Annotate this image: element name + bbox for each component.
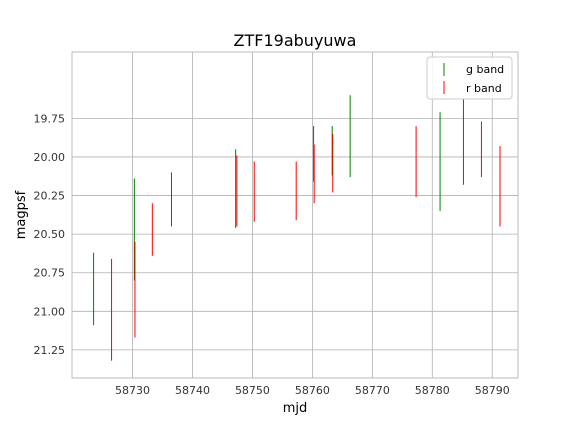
y-tick-label: 20.00 bbox=[34, 151, 66, 164]
legend-label-g-band: g band bbox=[466, 63, 504, 76]
x-tick-label: 58730 bbox=[115, 384, 150, 397]
legend-box bbox=[426, 56, 513, 100]
plot-area-frame bbox=[71, 51, 519, 379]
x-tick-label: 58790 bbox=[475, 384, 510, 397]
y-axis-label: magpsf bbox=[14, 190, 29, 239]
x-tick-label: 58740 bbox=[175, 384, 210, 397]
y-tick-label: 20.50 bbox=[34, 228, 66, 241]
x-tick-label: 58750 bbox=[235, 384, 270, 397]
y-tick-label: 21.25 bbox=[34, 344, 66, 357]
y-tick-label: 21.00 bbox=[34, 305, 66, 318]
y-tick-label: 20.75 bbox=[34, 267, 66, 280]
y-tick-label: 19.75 bbox=[34, 112, 66, 125]
x-axis-label: mjd bbox=[283, 401, 308, 416]
x-tick-label: 58780 bbox=[415, 384, 450, 397]
chart-title: ZTF19abuyuwa bbox=[234, 31, 357, 50]
legend-label-r-band: r band bbox=[466, 82, 502, 95]
y-tick-label: 20.25 bbox=[34, 190, 66, 203]
tick-labels: 58730 58740 58750 58760 58770 58780 58790 19.75… bbox=[34, 112, 510, 397]
x-tick-label: 58760 bbox=[295, 384, 330, 397]
grid bbox=[72, 52, 518, 378]
plot-series bbox=[93, 95, 501, 361]
legend: g band r band bbox=[426, 56, 513, 100]
x-tick-label: 58770 bbox=[355, 384, 390, 397]
